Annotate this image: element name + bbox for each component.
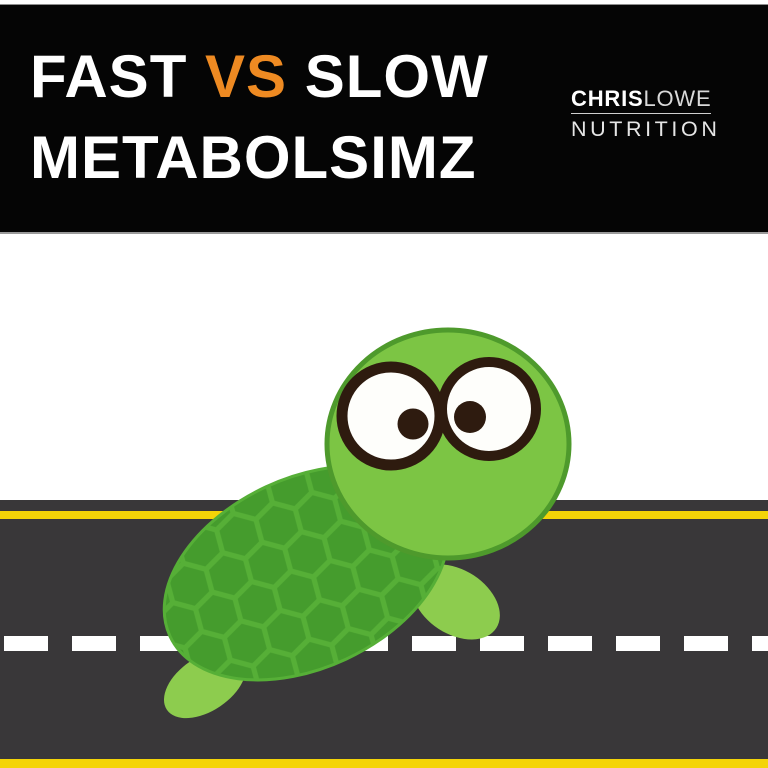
brand-name-light: LOWE — [643, 86, 712, 111]
road-dash — [752, 636, 768, 651]
turtle-left-pupil — [397, 408, 429, 440]
brand-name: CHRISLOWE — [571, 86, 712, 114]
road-dash — [684, 636, 728, 651]
turtle-right-pupil — [454, 401, 486, 433]
turtle-right-eye — [437, 357, 541, 461]
road-dash — [412, 636, 456, 651]
headline-vs: VS — [205, 43, 288, 110]
headline-word-fast: FAST — [30, 43, 188, 110]
headline-word-slow: SLOW — [304, 43, 489, 110]
turtle-illustration — [162, 327, 572, 719]
road-dash — [616, 636, 660, 651]
road-dash — [548, 636, 592, 651]
brand-name-bold: CHRIS — [571, 86, 644, 111]
road-dash — [480, 636, 524, 651]
brand-logo: CHRISLOWE NUTRITION — [571, 88, 720, 141]
brand-subtitle: NUTRITION — [571, 117, 721, 141]
road-dash — [72, 636, 116, 651]
headline-line-2: METABOLSIMZ — [30, 124, 477, 191]
road-edge-stripe-bottom — [0, 759, 768, 768]
road-dash — [4, 636, 48, 651]
headline-line-1: FAST VS SLOW — [30, 47, 489, 107]
header-banner: FAST VS SLOW METABOLSIMZ CHRISLOWE NUTRI… — [0, 4, 768, 234]
